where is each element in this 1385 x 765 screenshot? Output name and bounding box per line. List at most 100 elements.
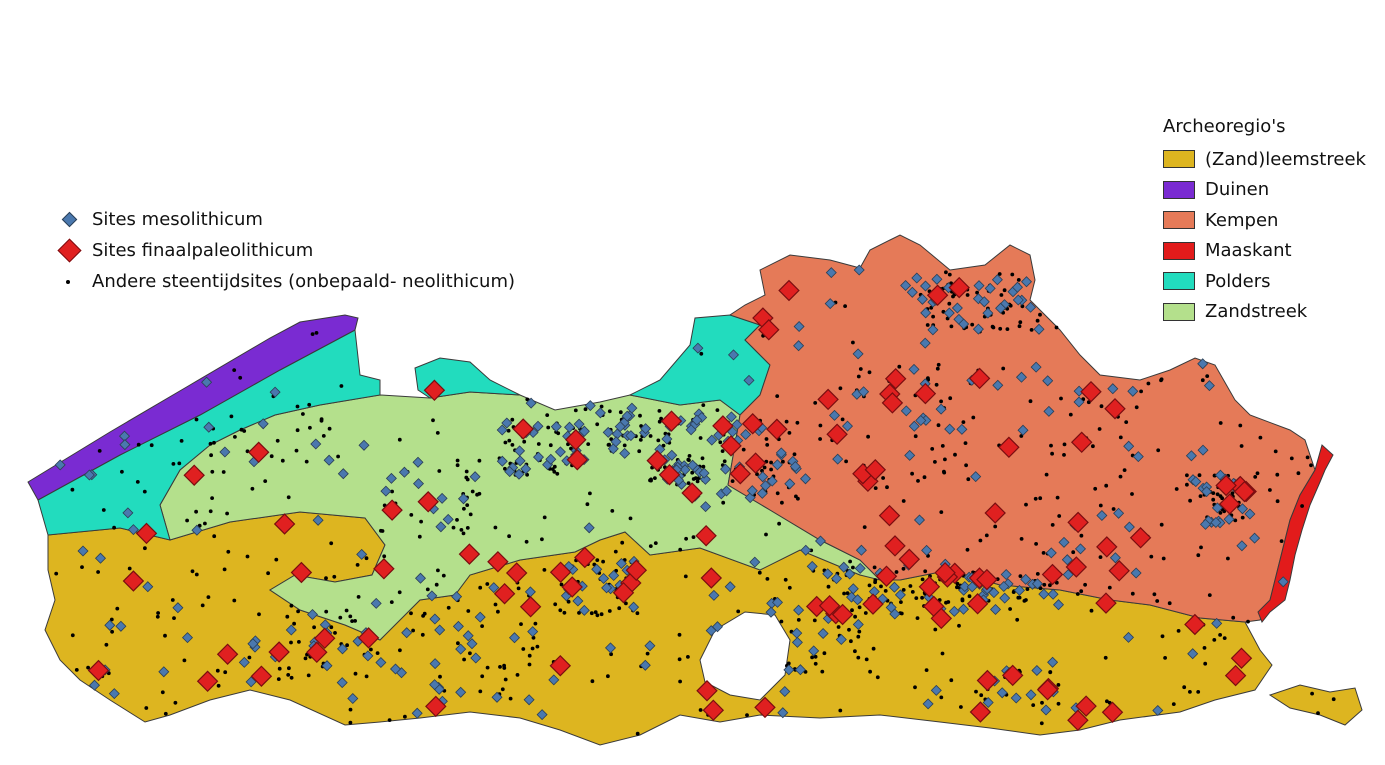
other-site-marker [194, 417, 199, 422]
mesolithic-site-marker [520, 463, 532, 475]
other-site-marker [1015, 617, 1020, 622]
other-site-marker [1163, 656, 1167, 660]
other-site-marker [638, 413, 642, 418]
other-site-marker [622, 443, 627, 448]
other-site-marker [521, 647, 526, 651]
other-site-marker [593, 610, 598, 615]
other-site-marker [1002, 288, 1007, 293]
other-site-marker [409, 513, 414, 517]
other-site-marker [813, 401, 818, 405]
other-site-marker [595, 613, 600, 618]
mesolithic-site-marker [835, 633, 847, 646]
mesolithic-site-marker [904, 449, 916, 461]
final-paleolithic-site-marker [969, 701, 992, 723]
mesolithic-site-marker [77, 545, 89, 557]
other-site-marker [648, 544, 653, 548]
other-site-marker [822, 651, 827, 656]
other-site-marker [838, 386, 843, 391]
mesolithic-site-marker [426, 590, 438, 602]
other-site-marker [1200, 378, 1205, 383]
other-site-marker [306, 673, 311, 678]
final-paleolithic-site-marker [519, 596, 542, 618]
mesolithic-site-marker [700, 501, 712, 513]
other-site-marker [686, 481, 691, 485]
other-site-marker [943, 457, 947, 462]
mesolithic-site-marker [1074, 543, 1087, 555]
other-site-marker [948, 396, 953, 401]
mesolithic-site-marker [791, 636, 803, 648]
other-site-marker [530, 646, 535, 651]
mesolithic-site-marker [935, 403, 947, 415]
mesolithic-site-marker [429, 613, 441, 625]
other-site-marker [867, 370, 872, 375]
other-site-marker [500, 687, 505, 692]
mesolithic-site-marker [989, 603, 1002, 616]
other-site-marker [687, 454, 692, 458]
other-site-marker [1161, 556, 1166, 561]
other-site-marker [881, 476, 885, 480]
final-paleolithic-site-marker [1233, 480, 1256, 503]
other-site-marker [856, 655, 861, 660]
mesolithic-site-marker [828, 409, 841, 421]
final-paleolithic-site-marker [831, 603, 854, 626]
mesolithic-site-marker [972, 323, 984, 335]
mesolithic-site-marker [771, 596, 784, 608]
final-paleolithic-site-marker [817, 388, 839, 411]
other-site-marker [329, 625, 334, 630]
other-site-marker [304, 459, 309, 464]
mesolithic-site-marker [1211, 617, 1223, 629]
other-site-marker [775, 394, 780, 398]
final-paleolithic-site-marker [966, 593, 989, 615]
other-site-marker [200, 603, 205, 608]
other-site-marker [959, 705, 963, 709]
mesolithic-site-marker [122, 507, 134, 519]
other-site-marker [294, 448, 299, 453]
other-site-marker [225, 511, 230, 516]
mesolithic-site-marker [1277, 576, 1289, 588]
other-site-marker [1309, 463, 1313, 468]
other-site-marker [314, 331, 319, 335]
other-site-marker [1159, 378, 1163, 383]
other-site-marker [847, 627, 851, 632]
mesolithic-site-marker [619, 447, 631, 459]
other-site-marker [1231, 615, 1236, 620]
other-site-marker [222, 567, 227, 572]
other-site-marker [397, 437, 402, 442]
final-paleolithic-site-marker [612, 581, 635, 604]
other-site-marker [872, 565, 877, 570]
other-site-marker [276, 677, 281, 681]
final-paleolithic-site-marker [1070, 431, 1093, 454]
mesolithic-site-marker [919, 337, 931, 349]
other-site-marker [842, 591, 846, 596]
final-paleolithic-site-marker [373, 558, 395, 580]
other-site-marker [324, 609, 329, 614]
final-paleolithic-site-marker [250, 665, 273, 687]
other-site-marker [780, 500, 784, 505]
other-site-marker [618, 410, 623, 415]
other-site-marker [470, 489, 475, 494]
mesolithic-site-marker [855, 544, 867, 556]
other-site-marker [1202, 646, 1207, 650]
mesolithic-site-marker [269, 386, 281, 398]
mesolithic-site-marker [824, 298, 836, 310]
other-site-marker [478, 585, 483, 590]
other-site-marker [524, 539, 529, 544]
mesolithic-site-marker [708, 589, 720, 601]
mesolithic-site-marker [789, 460, 801, 473]
mesolithic-site-marker [698, 467, 710, 479]
mesolithic-site-marker [1073, 385, 1085, 397]
mesolithic-site-marker [594, 407, 606, 419]
mesolithic-site-marker [1152, 704, 1164, 717]
other-site-marker [1050, 451, 1054, 456]
other-site-marker [935, 366, 940, 371]
mesolithic-site-marker [319, 619, 331, 631]
mesolithic-site-marker [838, 561, 850, 573]
other-site-marker [715, 408, 720, 412]
other-site-marker [459, 528, 464, 532]
other-site-marker [1024, 598, 1028, 602]
other-site-marker [548, 443, 553, 448]
final-paleolithic-site-marker [487, 550, 509, 573]
mesolithic-site-marker [1012, 294, 1024, 306]
other-site-marker [390, 489, 394, 494]
other-site-marker [867, 583, 872, 588]
